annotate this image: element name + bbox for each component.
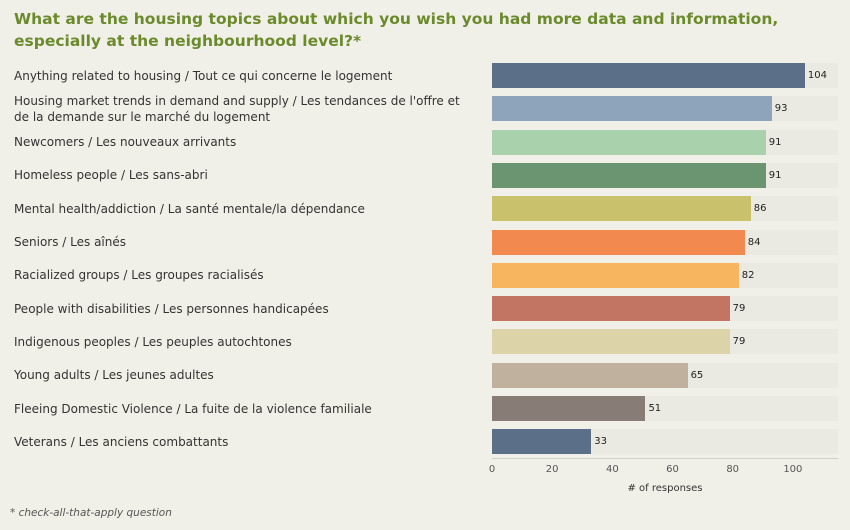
category-label: Mental health/addiction / La santé menta…: [14, 201, 365, 216]
category-label: Veterans / Les anciens combattants: [14, 434, 229, 449]
category-label: Indigenous peoples / Les peuples autocht…: [14, 334, 292, 349]
bar-value-label: 82: [741, 269, 755, 281]
bar-value-label: 51: [648, 403, 662, 414]
category-label: Young adults / Les jeunes adultes: [14, 368, 214, 383]
bar[interactable]: [492, 63, 805, 88]
bar[interactable]: [492, 329, 730, 355]
x-tick-label: 100: [783, 464, 803, 475]
bar-value-label: 91: [768, 169, 782, 181]
bar[interactable]: [492, 96, 772, 122]
category-label: Newcomers / Les nouveaux arrivants: [14, 135, 237, 150]
footnote: * check-all-that-apply question: [10, 507, 172, 519]
x-tick-label: 80: [726, 464, 740, 475]
bar-value-label: 104: [807, 70, 827, 81]
bar-value-label: 79: [732, 336, 746, 348]
x-axis-line: [492, 458, 838, 459]
category-label: People with disabilities / Les personnes…: [14, 301, 329, 316]
bar-value-label: 65: [690, 369, 704, 381]
bar-value-label: 93: [774, 103, 788, 115]
category-label: Racialized groups / Les groupes racialis…: [14, 268, 264, 283]
bar-value-label: 79: [732, 303, 746, 315]
category-label: Fleeing Domestic Violence / La fuite de …: [14, 401, 372, 416]
category-label: Housing market trends in demand and supp…: [14, 93, 460, 124]
bar[interactable]: [492, 262, 739, 288]
x-tick-label: 0: [488, 464, 496, 475]
bar-value-label: 91: [768, 136, 782, 148]
bar[interactable]: [492, 429, 592, 455]
bar-value-label: 86: [753, 203, 767, 215]
x-axis-label: # of responses: [627, 483, 703, 494]
category-label: Seniors / Les aînés: [14, 235, 126, 249]
bar-value-label: 84: [747, 236, 761, 248]
category-label: Anything related to housing / Tout ce qu…: [14, 68, 393, 83]
bar[interactable]: [492, 396, 646, 421]
x-tick-label: 20: [545, 464, 559, 475]
plot-area: 104 93 91 91 86 84 82 79 79 65 51 33: [492, 60, 838, 458]
bar[interactable]: [492, 229, 745, 255]
category-label: Homeless people / Les sans-abri: [14, 168, 208, 183]
x-tick-label: 40: [605, 464, 619, 475]
bar[interactable]: [492, 362, 688, 388]
chart-title: What are the housing topics about which …: [14, 10, 779, 50]
bar[interactable]: [492, 196, 751, 222]
bar[interactable]: [492, 296, 730, 322]
bar-value-label: 33: [594, 436, 608, 448]
bar[interactable]: [492, 129, 766, 155]
x-tick-label: 60: [666, 464, 679, 475]
bar[interactable]: [492, 162, 766, 188]
